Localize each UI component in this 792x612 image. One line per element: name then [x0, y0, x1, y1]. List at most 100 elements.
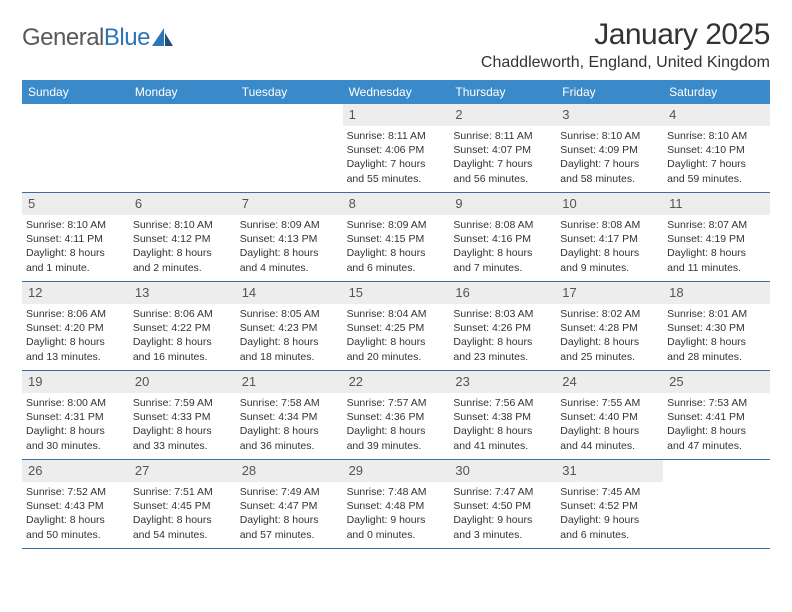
- sunset-text: Sunset: 4:06 PM: [347, 143, 446, 157]
- cell-body: Sunrise: 7:52 AMSunset: 4:43 PMDaylight:…: [26, 485, 125, 542]
- day-number: 25: [669, 374, 683, 389]
- calendar-cell: [236, 104, 343, 192]
- cell-body: Sunrise: 7:48 AMSunset: 4:48 PMDaylight:…: [347, 485, 446, 542]
- daynum-row: 14: [236, 282, 343, 304]
- sunset-text: Sunset: 4:45 PM: [133, 499, 232, 513]
- calendar-cell: 9Sunrise: 8:08 AMSunset: 4:16 PMDaylight…: [449, 193, 556, 281]
- sunset-text: Sunset: 4:48 PM: [347, 499, 446, 513]
- page-header: GeneralBlue January 2025 Chaddleworth, E…: [22, 18, 770, 72]
- sunset-text: Sunset: 4:09 PM: [560, 143, 659, 157]
- daynum-row: 22: [343, 371, 450, 393]
- daylight-text: Daylight: 8 hours and 36 minutes.: [240, 424, 339, 452]
- logo-text-gray: General: [22, 24, 104, 51]
- calendar-cell: 14Sunrise: 8:05 AMSunset: 4:23 PMDayligh…: [236, 282, 343, 370]
- sunrise-text: Sunrise: 7:57 AM: [347, 396, 446, 410]
- daylight-text: Daylight: 8 hours and 41 minutes.: [453, 424, 552, 452]
- daynum-row: 3: [556, 104, 663, 126]
- cell-body: Sunrise: 8:09 AMSunset: 4:15 PMDaylight:…: [347, 218, 446, 275]
- sunset-text: Sunset: 4:47 PM: [240, 499, 339, 513]
- day-number: 4: [669, 107, 676, 122]
- logo-text: GeneralBlue: [22, 24, 150, 52]
- day-number: 5: [28, 196, 35, 211]
- calendar-cell: 3 Sunrise: 8:10 AMSunset: 4:09 PMDaylight…: [556, 104, 663, 192]
- weekday-header: Sunday Monday Tuesday Wednesday Thursday…: [22, 80, 770, 104]
- daynum-row: 26: [22, 460, 129, 482]
- daylight-text: Daylight: 8 hours and 39 minutes.: [347, 424, 446, 452]
- sunset-text: Sunset: 4:12 PM: [133, 232, 232, 246]
- sunrise-text: Sunrise: 7:56 AM: [453, 396, 552, 410]
- sunrise-text: Sunrise: 8:05 AM: [240, 307, 339, 321]
- sunset-text: Sunset: 4:17 PM: [560, 232, 659, 246]
- daylight-text: Daylight: 7 hours and 58 minutes.: [560, 157, 659, 185]
- daynum-row: 27: [129, 460, 236, 482]
- sunrise-text: Sunrise: 8:03 AM: [453, 307, 552, 321]
- calendar-cell: 15Sunrise: 8:04 AMSunset: 4:25 PMDayligh…: [343, 282, 450, 370]
- sunrise-text: Sunrise: 8:10 AM: [560, 129, 659, 143]
- sunset-text: Sunset: 4:50 PM: [453, 499, 552, 513]
- daylight-text: Daylight: 8 hours and 4 minutes.: [240, 246, 339, 274]
- sunrise-text: Sunrise: 7:58 AM: [240, 396, 339, 410]
- sunrise-text: Sunrise: 8:06 AM: [133, 307, 232, 321]
- daynum-row: 8: [343, 193, 450, 215]
- calendar-cell: 11Sunrise: 8:07 AMSunset: 4:19 PMDayligh…: [663, 193, 770, 281]
- daylight-text: Daylight: 8 hours and 28 minutes.: [667, 335, 766, 363]
- calendar-cell: 27 Sunrise: 7:51 AMSunset: 4:45 PMDayligh…: [129, 460, 236, 548]
- sunset-text: Sunset: 4:11 PM: [26, 232, 125, 246]
- sunset-text: Sunset: 4:19 PM: [667, 232, 766, 246]
- sunrise-text: Sunrise: 7:55 AM: [560, 396, 659, 410]
- day-number: 28: [242, 463, 256, 478]
- daynum-row: 15: [343, 282, 450, 304]
- daynum-row: 25: [663, 371, 770, 393]
- daylight-text: Daylight: 8 hours and 7 minutes.: [453, 246, 552, 274]
- day-number: 26: [28, 463, 42, 478]
- cell-body: Sunrise: 7:57 AMSunset: 4:36 PMDaylight:…: [347, 396, 446, 453]
- day-number: 13: [135, 285, 149, 300]
- daynum-row: 12: [22, 282, 129, 304]
- sunset-text: Sunset: 4:28 PM: [560, 321, 659, 335]
- sunset-text: Sunset: 4:22 PM: [133, 321, 232, 335]
- calendar-cell: 19Sunrise: 8:00 AMSunset: 4:31 PMDayligh…: [22, 371, 129, 459]
- day-number: 3: [562, 107, 569, 122]
- sunset-text: Sunset: 4:52 PM: [560, 499, 659, 513]
- sunrise-text: Sunrise: 8:09 AM: [347, 218, 446, 232]
- calendar-cell: 16Sunrise: 8:03 AMSunset: 4:26 PMDayligh…: [449, 282, 556, 370]
- sunset-text: Sunset: 4:20 PM: [26, 321, 125, 335]
- cell-body: Sunrise: 8:10 AMSunset: 4:11 PMDaylight:…: [26, 218, 125, 275]
- cell-body: Sunrise: 8:07 AMSunset: 4:19 PMDaylight:…: [667, 218, 766, 275]
- daylight-text: Daylight: 8 hours and 20 minutes.: [347, 335, 446, 363]
- cell-body: Sunrise: 7:45 AMSunset: 4:52 PMDaylight:…: [560, 485, 659, 542]
- sunset-text: Sunset: 4:36 PM: [347, 410, 446, 424]
- daylight-text: Daylight: 8 hours and 16 minutes.: [133, 335, 232, 363]
- daylight-text: Daylight: 8 hours and 47 minutes.: [667, 424, 766, 452]
- daynum-row: 10: [556, 193, 663, 215]
- calendar-week: 5Sunrise: 8:10 AMSunset: 4:11 PMDaylight…: [22, 193, 770, 282]
- location-text: Chaddleworth, England, United Kingdom: [481, 54, 770, 72]
- daylight-text: Daylight: 9 hours and 3 minutes.: [453, 513, 552, 541]
- sunset-text: Sunset: 4:34 PM: [240, 410, 339, 424]
- daynum-row: 30: [449, 460, 556, 482]
- cell-body: Sunrise: 8:08 AMSunset: 4:16 PMDaylight:…: [453, 218, 552, 275]
- logo-sail-icon: [150, 26, 174, 53]
- cell-body: Sunrise: 8:10 AMSunset: 4:09 PMDaylight:…: [560, 129, 659, 186]
- sunrise-text: Sunrise: 7:51 AM: [133, 485, 232, 499]
- daynum-row: 28: [236, 460, 343, 482]
- day-number: 7: [242, 196, 249, 211]
- sunrise-text: Sunrise: 8:10 AM: [667, 129, 766, 143]
- daynum-row: 13: [129, 282, 236, 304]
- daylight-text: Daylight: 7 hours and 59 minutes.: [667, 157, 766, 185]
- sunrise-text: Sunrise: 8:10 AM: [26, 218, 125, 232]
- sunrise-text: Sunrise: 7:53 AM: [667, 396, 766, 410]
- day-number: 1: [349, 107, 356, 122]
- daylight-text: Daylight: 8 hours and 6 minutes.: [347, 246, 446, 274]
- cell-body: Sunrise: 7:51 AMSunset: 4:45 PMDaylight:…: [133, 485, 232, 542]
- weekday-label: Monday: [129, 80, 236, 104]
- sunset-text: Sunset: 4:33 PM: [133, 410, 232, 424]
- sunset-text: Sunset: 4:31 PM: [26, 410, 125, 424]
- daylight-text: Daylight: 8 hours and 9 minutes.: [560, 246, 659, 274]
- sunrise-text: Sunrise: 7:48 AM: [347, 485, 446, 499]
- calendar-week: 26 Sunrise: 7:52 AMSunset: 4:43 PMDayligh…: [22, 460, 770, 549]
- sunset-text: Sunset: 4:13 PM: [240, 232, 339, 246]
- calendar-cell: 22 Sunrise: 7:57 AMSunset: 4:36 PMDayligh…: [343, 371, 450, 459]
- calendar-cell: 5 Sunrise: 8:10 AMSunset: 4:11 PMDaylight…: [22, 193, 129, 281]
- daynum-row: 6: [129, 193, 236, 215]
